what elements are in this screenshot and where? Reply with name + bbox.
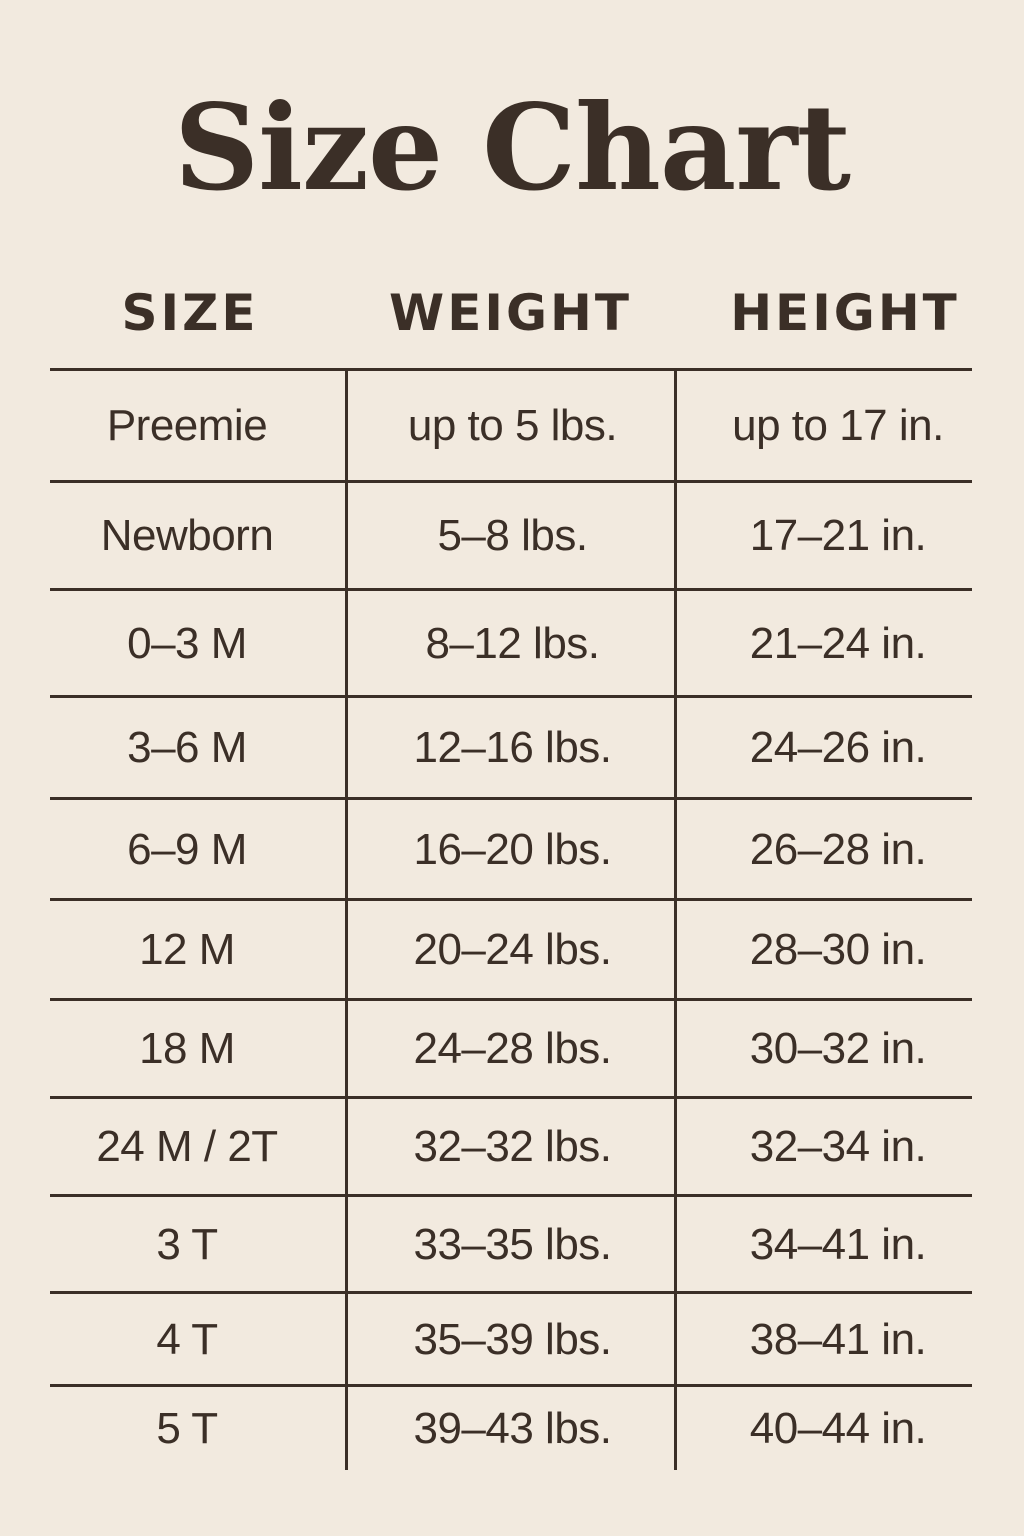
size-cell: 24 M / 2T bbox=[96, 1122, 278, 1171]
row-divider bbox=[50, 1384, 972, 1387]
height-cell: 24–26 in. bbox=[749, 723, 927, 772]
row-divider bbox=[50, 368, 972, 371]
size-cell: Newborn bbox=[100, 511, 274, 560]
height-cell: 34–41 in. bbox=[749, 1219, 927, 1269]
weight-cell: 16–20 lbs. bbox=[413, 824, 612, 874]
size-cell: 0–3 M bbox=[127, 618, 247, 668]
weight-cell: 5–8 lbs. bbox=[437, 511, 588, 560]
weight-cell: 24–28 lbs. bbox=[413, 1024, 612, 1073]
table-row: Newborn 5–8 lbs. 17–21 in. bbox=[50, 483, 972, 589]
table-row: 0–3 M 8–12 lbs. 21–24 in. bbox=[50, 591, 972, 696]
table-row: 6–9 M 16–20 lbs. 26–28 in. bbox=[50, 800, 972, 899]
column-header-size: SIZE bbox=[121, 284, 259, 342]
height-cell: 32–34 in. bbox=[749, 1122, 927, 1171]
size-cell: 3–6 M bbox=[127, 723, 247, 772]
weight-cell: 32–32 lbs. bbox=[413, 1122, 612, 1171]
size-cell: Preemie bbox=[106, 401, 268, 450]
table-row: 3–6 M 12–16 lbs. 24–26 in. bbox=[50, 698, 972, 798]
height-cell: 17–21 in. bbox=[749, 511, 927, 560]
size-cell: 3 T bbox=[156, 1219, 218, 1269]
table-row: 12 M 20–24 lbs. 28–30 in. bbox=[50, 901, 972, 999]
row-divider bbox=[50, 797, 972, 800]
height-cell: 38–41 in. bbox=[749, 1314, 927, 1364]
height-cell: 21–24 in. bbox=[749, 618, 927, 668]
height-cell: 26–28 in. bbox=[749, 824, 927, 874]
height-cell: 30–32 in. bbox=[749, 1024, 927, 1073]
table-row: 3 T 33–35 lbs. 34–41 in. bbox=[50, 1197, 972, 1292]
size-cell: 5 T bbox=[156, 1403, 218, 1453]
table-row: Preemie up to 5 lbs. up to 17 in. bbox=[50, 371, 972, 481]
row-divider bbox=[50, 1096, 972, 1099]
weight-cell: 33–35 lbs. bbox=[413, 1219, 612, 1269]
column-divider bbox=[674, 369, 677, 1470]
row-divider bbox=[50, 998, 972, 1001]
table-row: 18 M 24–28 lbs. 30–32 in. bbox=[50, 1001, 972, 1097]
row-divider bbox=[50, 898, 972, 901]
column-divider bbox=[345, 369, 348, 1470]
row-divider bbox=[50, 588, 972, 591]
table-row: 24 M / 2T 32–32 lbs. 32–34 in. bbox=[50, 1099, 972, 1195]
weight-cell: 39–43 lbs. bbox=[413, 1403, 612, 1453]
size-cell: 12 M bbox=[139, 925, 235, 974]
table-row: 4 T 35–39 lbs. 38–41 in. bbox=[50, 1294, 972, 1385]
size-cell: 6–9 M bbox=[127, 824, 247, 874]
weight-cell: up to 5 lbs. bbox=[407, 401, 618, 450]
page-title: Size Chart bbox=[173, 78, 851, 217]
weight-cell: 20–24 lbs. bbox=[413, 925, 612, 974]
row-divider bbox=[50, 695, 972, 698]
weight-cell: 35–39 lbs. bbox=[413, 1314, 612, 1364]
row-divider bbox=[50, 1291, 972, 1294]
column-header-weight: WEIGHT bbox=[389, 284, 632, 342]
table-row: 5 T 39–43 lbs. 40–44 in. bbox=[50, 1387, 972, 1470]
row-divider bbox=[50, 1194, 972, 1197]
height-cell: 40–44 in. bbox=[749, 1403, 927, 1453]
row-divider bbox=[50, 480, 972, 483]
weight-cell: 12–16 lbs. bbox=[413, 723, 612, 772]
weight-cell: 8–12 lbs. bbox=[425, 618, 600, 668]
size-cell: 4 T bbox=[156, 1314, 218, 1364]
size-cell: 18 M bbox=[139, 1024, 235, 1073]
height-cell: 28–30 in. bbox=[749, 925, 927, 974]
column-header-height: HEIGHT bbox=[730, 284, 960, 342]
height-cell: up to 17 in. bbox=[732, 401, 944, 450]
